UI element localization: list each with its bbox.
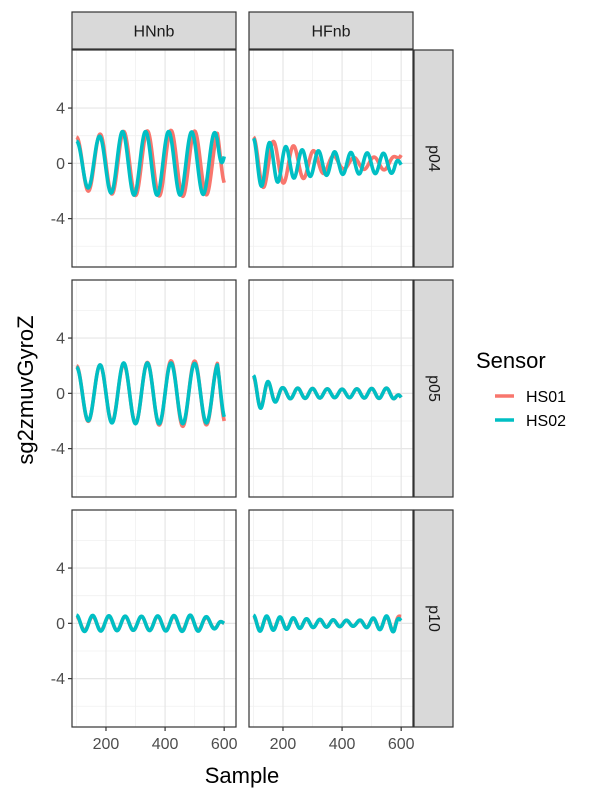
- legend-entry-HS02: HS02: [495, 413, 566, 430]
- panel-p10-HFnb: [248, 509, 414, 728]
- panel-border: [71, 509, 237, 728]
- panel-border: [71, 49, 237, 268]
- y-tick-label: -4: [51, 441, 65, 458]
- row-strip-label: p04: [425, 145, 442, 172]
- panel-p04-HNnb: [71, 49, 237, 268]
- panel-p05-HNnb: [71, 279, 237, 498]
- column-strip-HNnb: [71, 11, 237, 50]
- row-strip-label: p10: [425, 605, 442, 632]
- axes-layer: -4 0 4 -4 0 4 -4 0 4 200 400 600 200 400 600: [51, 101, 415, 753]
- y-tick-label: 4: [56, 101, 65, 118]
- panel-p10-HNnb: [71, 509, 237, 728]
- y-tick-label: 0: [56, 616, 65, 633]
- y-tick-label: 4: [56, 331, 65, 348]
- column-strip-label: HFnb: [311, 24, 350, 41]
- panel-border: [248, 279, 414, 498]
- x-tick-label: 400: [152, 736, 179, 753]
- legend-entry-HS01: HS01: [495, 389, 566, 406]
- x-tick-label: 600: [388, 736, 415, 753]
- column-strip-HFnb: [248, 11, 414, 50]
- series-line-HS02: [75, 361, 226, 426]
- row-strip-p05: [413, 279, 454, 498]
- legend-entries: HS01 HS02: [495, 389, 566, 430]
- row-strip-label: p05: [425, 375, 442, 402]
- y-axis-title: sg2zmuvGyroZ: [13, 315, 38, 464]
- series-line-HS02: [75, 613, 226, 634]
- series-line-HS02: [252, 137, 403, 188]
- legend: Sensor HS01 HS02: [476, 348, 566, 430]
- series-line-HS01: [252, 135, 403, 190]
- legend-title: Sensor: [476, 348, 546, 373]
- x-tick-label: 200: [93, 736, 120, 753]
- series-line-HS02: [75, 129, 226, 197]
- panel-border: [248, 49, 414, 268]
- series-line-HS02: [252, 613, 403, 634]
- x-tick-label: 600: [211, 736, 238, 753]
- row-strip-p04: [413, 49, 454, 268]
- legend-label: HS01: [526, 389, 566, 406]
- row-strip-p10: [413, 509, 454, 728]
- panels-layer: HNnb HFnb p04 p05 p10: [71, 11, 454, 728]
- legend-label: HS02: [526, 413, 566, 430]
- panel-p04-HFnb: [248, 49, 414, 268]
- column-strip-label: HNnb: [134, 24, 175, 41]
- x-tick-label: 200: [270, 736, 297, 753]
- y-tick-label: 0: [56, 156, 65, 173]
- y-tick-label: -4: [51, 671, 65, 688]
- panel-border: [248, 509, 414, 728]
- series-line-HS02: [251, 374, 403, 410]
- x-tick-label: 400: [329, 736, 356, 753]
- y-tick-label: 4: [56, 561, 65, 578]
- x-axis-title: Sample: [205, 763, 280, 788]
- panel-border: [71, 279, 237, 498]
- panel-p05-HFnb: [248, 279, 414, 498]
- y-tick-label: -4: [51, 211, 65, 228]
- y-tick-label: 0: [56, 386, 65, 403]
